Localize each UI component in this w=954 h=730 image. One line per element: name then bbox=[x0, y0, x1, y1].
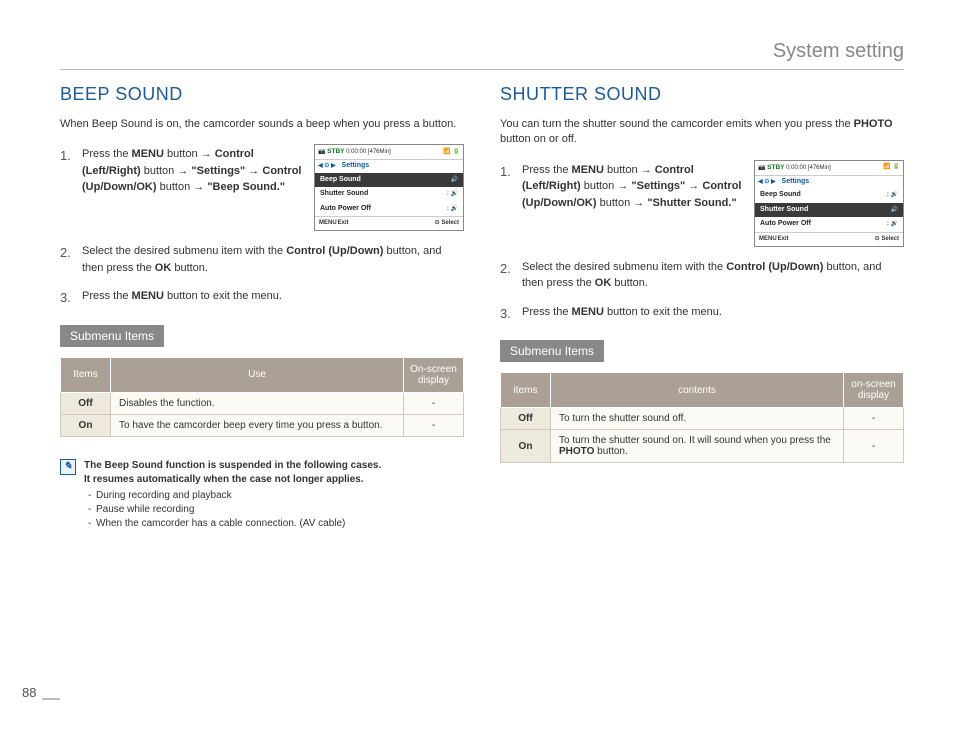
note-bullet: When the camcorder has a cable connectio… bbox=[84, 517, 381, 531]
step-1: Press the MENU button → Control (Left/Ri… bbox=[500, 162, 904, 247]
table-row: OffDisables the function.- bbox=[61, 392, 464, 414]
submenu-label-beep: Submenu Items bbox=[60, 325, 164, 347]
section-title-shutter: SHUTTER SOUND bbox=[500, 84, 904, 105]
lcd-shutter: 📷 STBY 0:00:00 [476Min] 📶 🔋 ◀ ⊙ ▶ Settin… bbox=[754, 160, 904, 247]
table-header: On-screen display bbox=[404, 357, 464, 392]
beep-sound-section: BEEP SOUND When Beep Sound is on, the ca… bbox=[60, 84, 464, 531]
note-bullet: During recording and playback bbox=[84, 489, 381, 503]
lcd-beep: 📷 STBY 0:00:00 [476Min] 📶 🔋 ◀ ⊙ ▶ Settin… bbox=[314, 144, 464, 231]
step-3: Press the MENU button to exit the menu. bbox=[500, 304, 904, 321]
page-header: System setting bbox=[60, 40, 904, 70]
steps-shutter: Press the MENU button → Control (Left/Ri… bbox=[500, 162, 904, 321]
table-header: on-screen display bbox=[844, 373, 904, 408]
submenu-table-beep: ItemsUseOn-screen displayOffDisables the… bbox=[60, 357, 464, 437]
table-header: Items bbox=[61, 357, 111, 392]
step-3: Press the MENU button to exit the menu. bbox=[60, 288, 464, 305]
note-beep: ✎ The Beep Sound function is suspended i… bbox=[60, 459, 464, 531]
submenu-label-shutter: Submenu Items bbox=[500, 340, 604, 362]
intro-beep: When Beep Sound is on, the camcorder sou… bbox=[60, 117, 464, 132]
lcd-menu-item: Auto Power Off: 🔊 bbox=[315, 202, 463, 217]
lcd-statusbar: 📷 STBY 0:00:00 [476Min] 📶 🔋 bbox=[755, 161, 903, 176]
lcd-menu-item: Shutter Sound: 🔊 bbox=[315, 187, 463, 202]
section-title-beep: BEEP SOUND bbox=[60, 84, 464, 105]
shutter-sound-section: SHUTTER SOUND You can turn the shutter s… bbox=[500, 84, 904, 531]
lcd-menu-item: Beep Sound: 🔊 bbox=[755, 188, 903, 203]
lcd-menu-item: Beep Sound: 🔊 bbox=[315, 173, 463, 188]
lcd-bottom-bar: MENU Exit⊙ Select bbox=[755, 232, 903, 246]
table-header: items bbox=[501, 373, 551, 408]
table-row: OnTo turn the shutter sound on. It will … bbox=[501, 430, 904, 463]
table-row: OnTo have the camcorder beep every time … bbox=[61, 414, 464, 436]
lcd-settings-row: ◀ ⊙ ▶ Settings bbox=[315, 160, 463, 173]
page-number: 88 bbox=[22, 685, 36, 700]
step-1: Press the MENU button → Control (Left/Ri… bbox=[60, 146, 464, 231]
lcd-menu-item: Auto Power Off: 🔊 bbox=[755, 217, 903, 232]
note-bullets: During recording and playbackPause while… bbox=[84, 489, 381, 531]
step-2: Select the desired submenu item with the… bbox=[500, 259, 904, 292]
table-header: contents bbox=[551, 373, 844, 408]
lcd-bottom-bar: MENU Exit⊙ Select bbox=[315, 216, 463, 230]
table-header: Use bbox=[111, 357, 404, 392]
note-icon: ✎ bbox=[60, 459, 76, 475]
lcd-settings-row: ◀ ⊙ ▶ Settings bbox=[755, 176, 903, 189]
steps-beep: Press the MENU button → Control (Left/Ri… bbox=[60, 146, 464, 305]
page-number-bar bbox=[42, 698, 60, 700]
lcd-statusbar: 📷 STBY 0:00:00 [476Min] 📶 🔋 bbox=[315, 145, 463, 160]
lcd-menu-item: Shutter Sound: 🔊 bbox=[755, 203, 903, 218]
intro-shutter: You can turn the shutter sound the camco… bbox=[500, 117, 904, 148]
note-bullet: Pause while recording bbox=[84, 503, 381, 517]
submenu-table-shutter: itemscontentson-screen displayOffTo turn… bbox=[500, 372, 904, 463]
table-row: OffTo turn the shutter sound off.- bbox=[501, 408, 904, 430]
step-2: Select the desired submenu item with the… bbox=[60, 243, 464, 276]
